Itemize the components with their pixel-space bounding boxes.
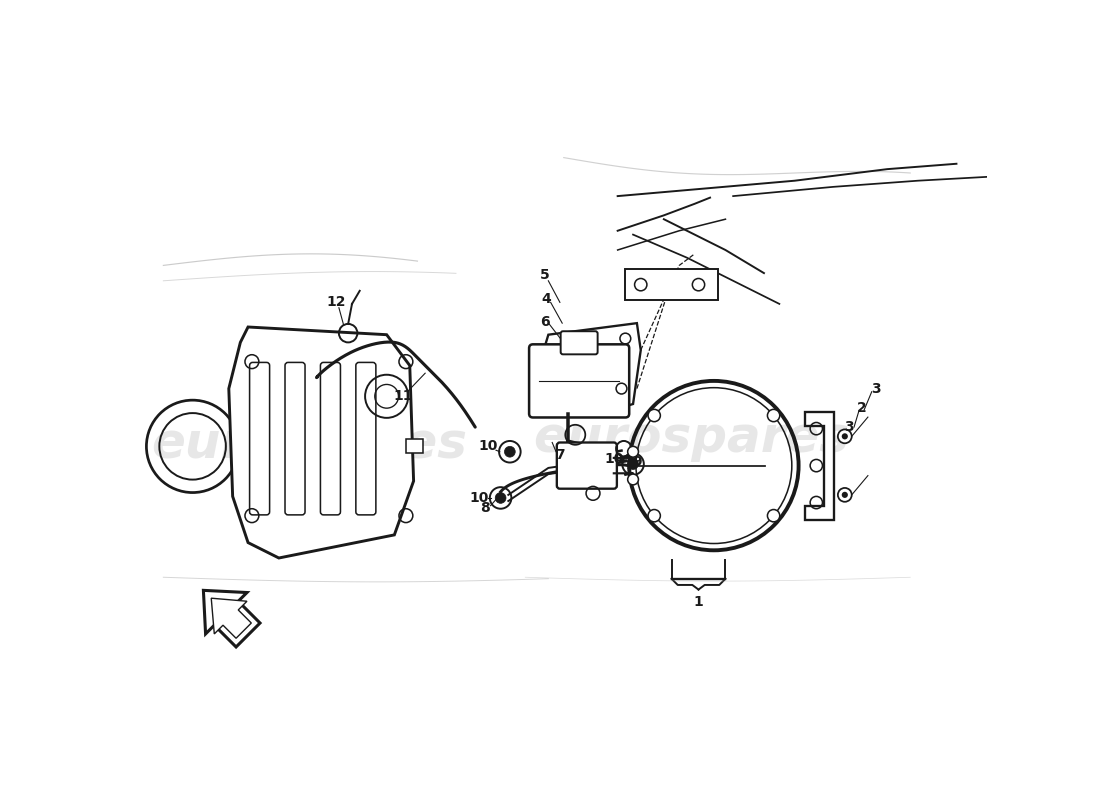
Text: 3: 3 [871, 382, 880, 396]
Text: 10: 10 [605, 453, 625, 466]
Text: 10: 10 [470, 491, 488, 505]
Circle shape [495, 493, 506, 503]
Circle shape [838, 430, 851, 443]
Polygon shape [204, 590, 260, 647]
Text: 5: 5 [540, 269, 549, 282]
Polygon shape [211, 598, 251, 638]
Circle shape [648, 410, 660, 422]
Text: 12: 12 [327, 295, 346, 310]
Text: 2: 2 [857, 401, 867, 415]
Text: 3: 3 [844, 420, 854, 434]
FancyBboxPatch shape [406, 439, 422, 454]
Circle shape [628, 458, 638, 470]
Text: 8: 8 [481, 501, 491, 515]
Text: 6: 6 [540, 314, 549, 329]
Circle shape [768, 510, 780, 522]
Circle shape [628, 446, 638, 457]
Circle shape [648, 510, 660, 522]
FancyBboxPatch shape [250, 362, 270, 515]
FancyBboxPatch shape [557, 442, 617, 489]
FancyBboxPatch shape [285, 362, 305, 515]
Circle shape [842, 492, 848, 498]
Circle shape [842, 434, 848, 439]
Polygon shape [229, 327, 414, 558]
Polygon shape [805, 412, 834, 519]
Text: 1: 1 [694, 595, 703, 609]
Text: eurospares: eurospares [532, 414, 849, 462]
Circle shape [505, 446, 515, 457]
Circle shape [628, 474, 638, 485]
Circle shape [768, 410, 780, 422]
FancyBboxPatch shape [625, 270, 717, 300]
Text: 4: 4 [541, 291, 551, 306]
Circle shape [838, 488, 851, 502]
Text: 11: 11 [394, 390, 414, 403]
FancyBboxPatch shape [356, 362, 376, 515]
Text: eurospares: eurospares [152, 420, 468, 468]
FancyBboxPatch shape [561, 331, 597, 354]
Text: 7: 7 [556, 448, 564, 462]
Polygon shape [537, 323, 640, 415]
FancyBboxPatch shape [320, 362, 341, 515]
FancyBboxPatch shape [529, 344, 629, 418]
Text: 10: 10 [478, 439, 498, 454]
Text: 9: 9 [632, 454, 641, 469]
